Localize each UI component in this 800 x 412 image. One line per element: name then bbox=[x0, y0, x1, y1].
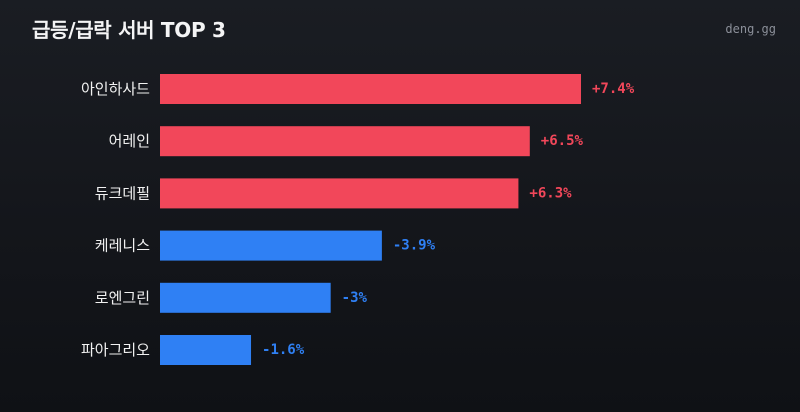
bar bbox=[160, 282, 331, 313]
category-label: 로엔그린 bbox=[95, 289, 150, 307]
category-label: 어레인 bbox=[109, 132, 150, 150]
category-label: 파아그리오 bbox=[81, 341, 150, 359]
category-label: 아인하사드 bbox=[81, 80, 150, 98]
bar bbox=[160, 74, 581, 104]
value-label: +6.5% bbox=[541, 133, 584, 149]
source-label: deng.gg bbox=[725, 22, 776, 36]
bar bbox=[160, 230, 382, 261]
bar bbox=[160, 335, 252, 365]
value-label: -3.9% bbox=[393, 238, 436, 254]
value-label: +7.4% bbox=[592, 81, 635, 97]
bar bbox=[160, 126, 530, 157]
category-label: 케레니스 bbox=[95, 237, 150, 255]
category-label: 듀크데필 bbox=[95, 184, 150, 202]
bar bbox=[160, 178, 519, 209]
chart-title: 급등/급락 서버 TOP 3 bbox=[32, 18, 226, 42]
value-label: +6.3% bbox=[529, 185, 572, 201]
value-label: -1.6% bbox=[262, 342, 305, 358]
value-label: -3% bbox=[342, 290, 368, 306]
